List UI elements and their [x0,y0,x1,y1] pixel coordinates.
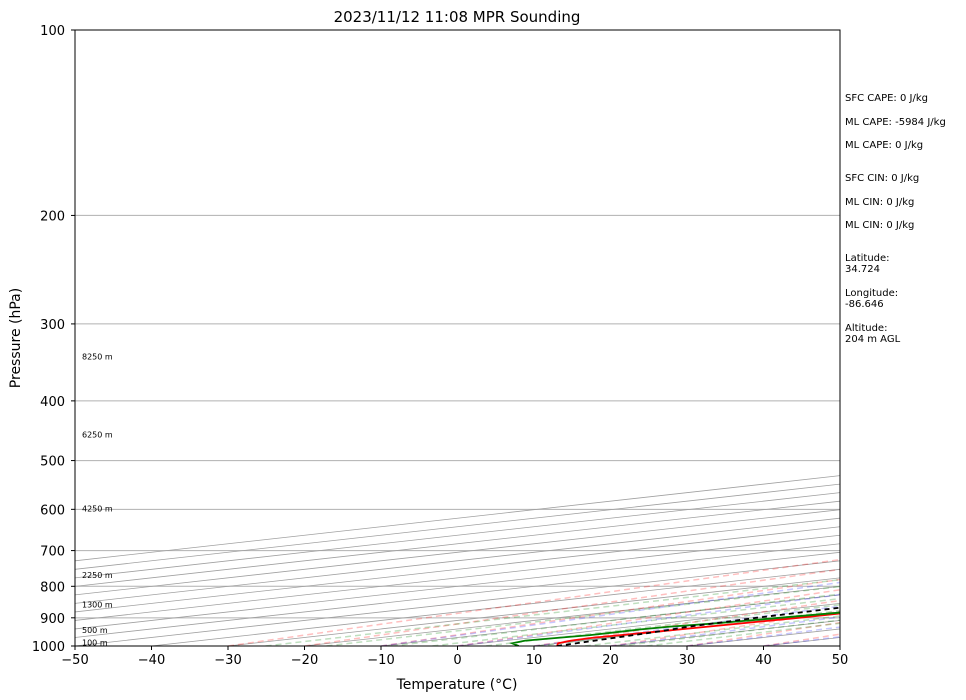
x-tick-label: 30 [679,653,696,668]
dewpoint-profile [509,611,840,646]
isotherm-line [75,517,840,604]
chart-title: 2023/11/12 11:08 MPR Sounding [334,8,581,26]
mixing-ratio-line [619,619,840,646]
axis-ticks: −50 −40 −30 −20 −10 0 10 20 30 40 50 100 200 300 400 50… [32,24,848,668]
y-tick-label: 1000 [32,640,65,655]
x-tick-label: 0 [453,653,461,668]
y-tick-label: 700 [40,545,65,560]
height-label: 6250 m [82,430,113,439]
height-label: 100 m [82,638,108,647]
ml-cape-text-2: ML CAPE: 0 J/kg [845,140,924,151]
altitude-value: 204 m AGL [845,334,901,345]
dry-adiabat-line [533,599,840,646]
ml-cin-text-2: ML CIN: 0 J/kg [845,220,915,231]
longitude-label: Longitude: [845,288,899,299]
longitude-value: -86.646 [845,299,884,310]
isotherm-line [75,551,840,638]
isotherm-line [75,543,840,630]
isotherm-line [75,534,840,621]
isotherm-line [151,568,840,646]
x-tick-label: 10 [526,653,543,668]
ml-cape-text: ML CAPE: -5984 J/kg [845,117,946,128]
x-tick-label: −20 [291,653,318,668]
temperature-profile [556,612,840,646]
altitude-label: Altitude: [845,323,888,334]
ml-cin-text: ML CIN: 0 J/kg [845,197,915,208]
x-tick-label: 20 [602,653,619,668]
plot-frame [74,29,841,647]
isotherm-line [75,483,840,570]
y-axis-label: Pressure (hPa) [8,288,24,388]
mixing-ratio-line [326,585,840,646]
x-tick-label: 40 [755,653,772,668]
x-axis-label: Temperature (°C) [396,677,518,693]
mixing-ratio-line [537,609,840,646]
x-tick-label: −10 [367,653,394,668]
latitude-label: Latitude: [845,253,890,264]
y-tick-label: 900 [40,612,65,627]
mixing-ratio-line [432,597,840,646]
y-tick-label: 600 [40,503,65,518]
y-tick-label: 800 [40,580,65,595]
height-label: 2250 m [82,571,113,580]
latitude-value: 34.724 [845,264,880,275]
x-tick-label: −50 [61,653,88,668]
mixing-ratio-line [265,578,840,646]
dry-adiabat-line [380,578,840,646]
plot-area: 100 m 500 m 1300 m 2250 m 4250 m 6250 m 8250 m [75,30,840,647]
mixing-ratio-line [391,593,840,646]
y-tick-label: 200 [40,209,65,224]
sfc-cape-text: SFC CAPE: 0 J/kg [845,93,928,104]
isotherm-line [75,500,840,587]
x-tick-label: −30 [214,653,241,668]
y-tick-label: 300 [40,318,65,333]
height-label: 8250 m [82,352,113,361]
isotherm-line [75,509,840,596]
isotherm-line [75,492,840,579]
height-label: 1300 m [82,601,113,610]
height-label: 4250 m [82,504,113,513]
y-tick-label: 400 [40,395,65,410]
sfc-cin-text: SFC CIN: 0 J/kg [845,173,920,184]
y-tick-label: 500 [40,455,65,470]
isotherm-line [75,526,840,613]
x-tick-label: 50 [832,653,849,668]
y-tick-label: 100 [40,24,65,39]
height-label: 500 m [82,626,108,635]
x-tick-label: −40 [138,653,165,668]
dry-adiabat-line [304,568,840,646]
isotherm-line [75,475,840,562]
